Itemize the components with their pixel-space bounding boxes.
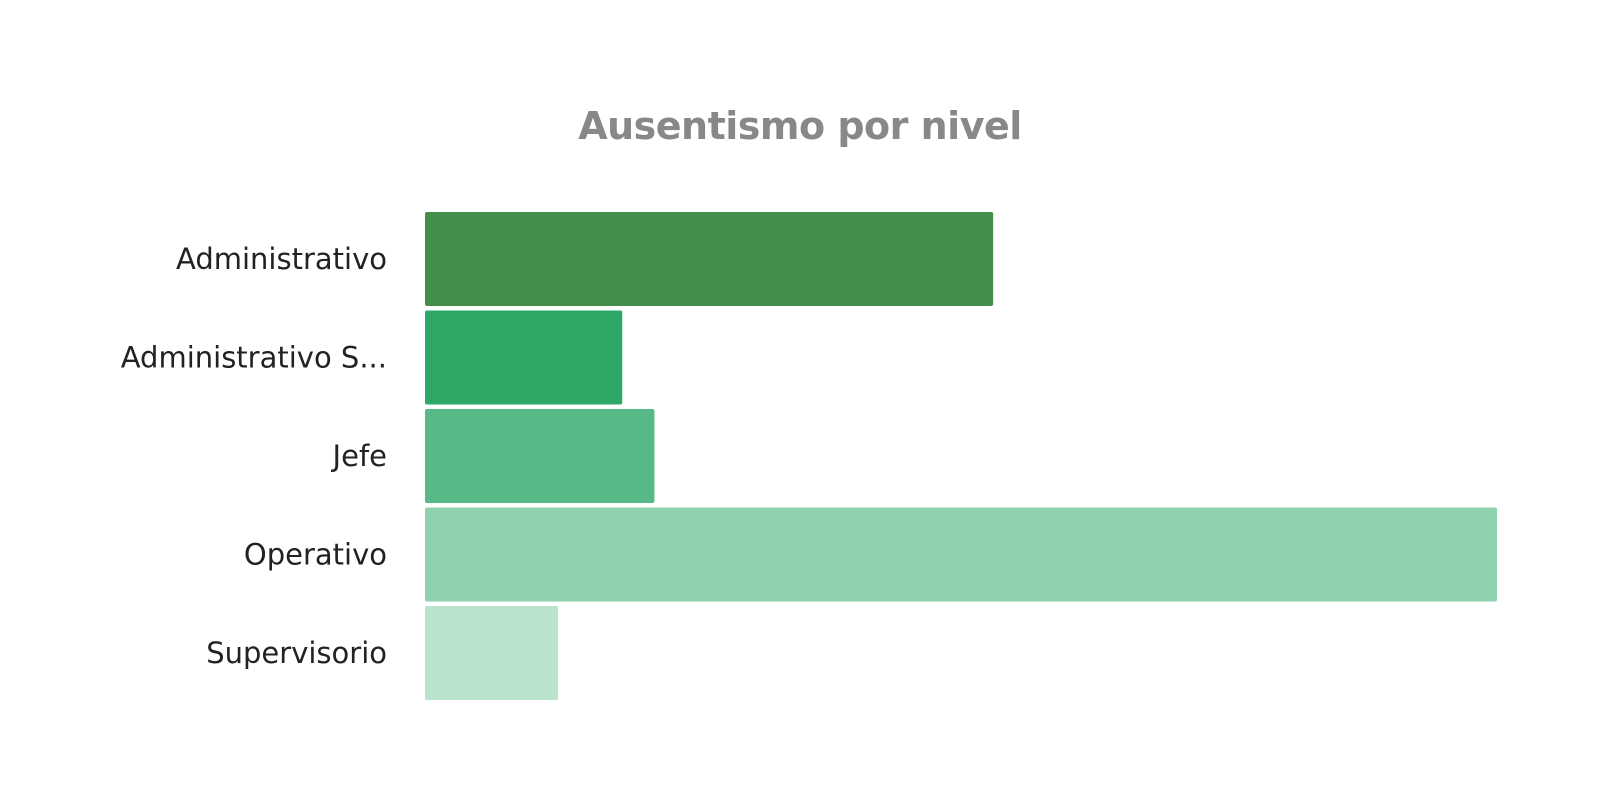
category-label: Administrativo S... xyxy=(121,341,387,375)
bar-1[interactable] xyxy=(425,212,994,306)
category-label: Operativo xyxy=(244,538,387,572)
bar-4[interactable] xyxy=(425,507,1497,602)
category-label: Administrativo xyxy=(176,242,387,276)
category-label: Jefe xyxy=(331,439,387,473)
chart-title: Ausentismo por nivel xyxy=(578,104,1022,148)
bar-2[interactable] xyxy=(425,310,623,405)
category-label: Supervisorio xyxy=(206,636,387,670)
bar-3[interactable] xyxy=(425,409,655,503)
bar-5[interactable] xyxy=(425,606,558,700)
